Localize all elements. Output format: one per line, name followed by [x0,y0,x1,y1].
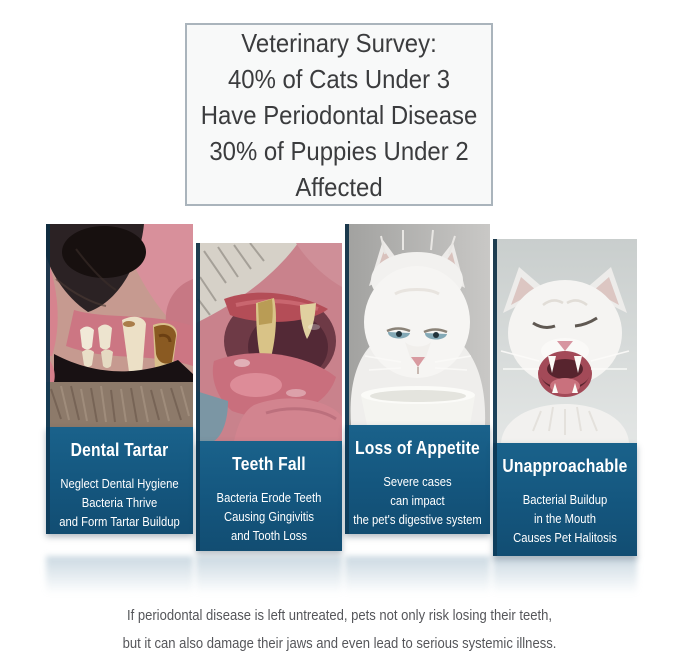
hissing-cat-photo [493,239,637,443]
card-line: in the Mouth [534,512,596,526]
survey-line: Veterinary Survey: [241,27,437,58]
survey-line: Have Periodontal Disease [200,99,478,130]
card-title: Teeth Fall [232,454,306,474]
caption-panel: Dental Tartar Neglect Dental Hygiene Bac… [46,427,193,534]
card-line: and Form Tartar Buildup [59,515,180,529]
gum-disease-photo [196,243,342,441]
card-reflection [46,556,193,594]
survey-line: Affected [295,171,383,202]
caption-panel: Loss of Appetite Severe cases can impact… [345,425,490,534]
card-description: Bacteria Erode Teeth Causing Gingivitis … [203,489,334,546]
card-line: Bacteria Thrive [81,496,158,510]
card-description: Neglect Dental Hygiene Bacteria Thrive a… [53,475,185,532]
card-line: Bacterial Buildup [522,493,608,507]
dog-tartar-illustration [46,224,193,427]
dog-tartar-photo [46,224,193,427]
card-line: Neglect Dental Hygiene [60,477,179,491]
footer-line: If periodontal disease is left untreated… [126,608,553,624]
card-reflection [345,556,490,594]
survey-box: Veterinary Survey: 40% of Cats Under 3 H… [185,23,493,206]
cat-bowl-photo [345,224,490,425]
card-line: Causing Gingivitis [223,510,315,524]
card-line: Bacteria Erode Teeth [216,491,322,505]
hissing-cat-illustration [493,239,637,443]
card-line: can impact [390,494,445,508]
card-teeth-fall: Teeth Fall Bacteria Erode Teeth Causing … [196,243,342,551]
card-reflection [196,556,342,594]
card-line: the pet's digestive system [353,513,482,527]
footer-statement: If periodontal disease is left untreated… [34,602,645,653]
survey-line: 30% of Puppies Under 2 [209,135,469,166]
card-description: Severe cases can impact the pet's digest… [352,473,483,530]
survey-line: 40% of Cats Under 3 [227,63,451,94]
card-reflection [493,556,637,594]
card-description: Bacterial Buildup in the Mouth Causes Pe… [500,491,630,548]
card-line: and Tooth Loss [230,529,308,543]
card-title: Loss of Appetite [355,438,480,458]
cat-bowl-illustration [345,224,490,425]
card-dental-tartar: Dental Tartar Neglect Dental Hygiene Bac… [46,224,193,534]
survey-text: Veterinary Survey: 40% of Cats Under 3 H… [199,25,479,205]
caption-panel: Unapproachable Bacterial Buildup in the … [493,443,637,556]
card-loss-of-appetite: Loss of Appetite Severe cases can impact… [345,224,490,534]
card-title: Dental Tartar [70,440,169,460]
card-title: Unapproachable [502,456,628,476]
card-unapproachable: Unapproachable Bacterial Buildup in the … [493,239,637,556]
caption-panel: Teeth Fall Bacteria Erode Teeth Causing … [196,441,342,551]
gum-disease-illustration [196,243,342,441]
footer-line: but it can also damage their jaws and ev… [122,636,557,652]
card-line: Causes Pet Halitosis [513,531,617,545]
card-line: Severe cases [383,475,452,489]
